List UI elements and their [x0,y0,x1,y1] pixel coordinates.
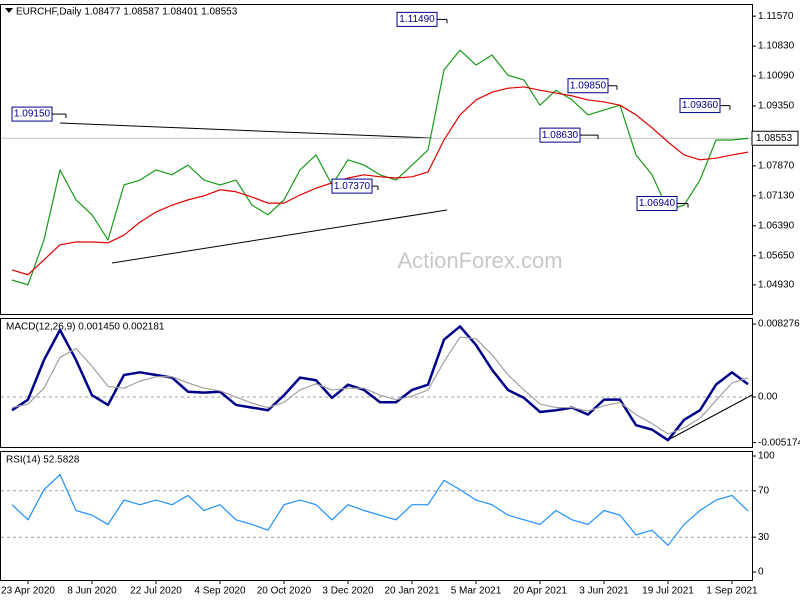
x-tick-label: 3 Dec 2020 [322,586,374,597]
y-tick-label: 1.09350 [758,101,795,112]
y-tick-label: 1.04930 [758,280,795,291]
annotation-box [567,78,609,94]
last-price-label: 1.08553 [756,133,793,144]
annotation-label: 1.09150 [14,109,51,120]
y-tick-label: 1.11570 [758,11,794,22]
x-tick-label: 20 Apr 2021 [513,586,567,597]
x-tick-label: 5 Mar 2021 [451,586,502,597]
annotation-box [396,11,438,27]
panel-title: MACD(12,26,9) 0.001450 0.002181 [6,322,165,333]
macd-panel [0,318,753,448]
y-tick-label: 1.05650 [758,250,795,261]
y-tick-label: 0.00 [758,392,778,403]
y-tick-label: 1.07130 [758,190,795,201]
y-tick-label: 30 [758,532,770,543]
annotation-label: 1.11490 [399,14,435,25]
annotation-box [679,98,721,114]
y-tick-label: 0.008276 [758,319,800,330]
last-price-box [751,130,799,146]
y-tick-label: -0.005174 [758,437,800,448]
panel-title: EURCHF,Daily 1.08477 1.08587 1.08401 1.0… [16,7,238,18]
line-series [11,473,749,546]
annotation-box [11,106,53,122]
annotation-box [331,178,373,194]
annotation-label: 1.09850 [570,80,607,91]
x-tick-label: 19 Jul 2021 [642,586,694,597]
dropdown-icon [5,8,13,13]
x-tick-label: 8 Jun 2020 [67,586,117,597]
watermark: ActionForex.com [397,248,562,273]
annotation-box [539,127,581,143]
annotation-label: 1.07370 [334,181,371,192]
rsi-panel [0,451,753,581]
y-tick-label: 70 [758,485,770,496]
trend-line [667,394,753,441]
line-series [11,336,749,435]
y-tick-label: 0 [758,567,764,578]
x-tick-label: 1 Sep 2021 [706,586,758,597]
x-tick-label: 23 Apr 2020 [1,586,55,597]
annotation-label: 1.06940 [639,198,676,209]
y-tick-label: 1.07870 [758,161,795,172]
x-tick-label: 20 Jan 2021 [384,586,439,597]
x-tick-label: 20 Oct 2020 [257,586,312,597]
annotation-box [636,196,678,212]
y-tick-label: 1.06390 [758,220,795,231]
y-tick-label: 1.10090 [758,71,795,82]
line-series [11,325,749,442]
line-series [11,49,749,286]
y-tick-label: 100 [758,451,775,462]
line-series [11,86,749,276]
annotation-label: 1.08630 [542,130,579,141]
trend-line [59,122,433,139]
price-panel [0,4,753,315]
x-tick-label: 4 Sep 2020 [194,586,246,597]
trend-line [111,209,448,264]
annotation-label: 1.09360 [682,100,719,111]
x-tick-label: 22 Jul 2020 [130,586,182,597]
x-tick-label: 3 Jun 2021 [579,586,629,597]
panel-title: RSI(14) 52.5828 [6,455,80,466]
y-tick-label: 1.10830 [758,41,795,52]
